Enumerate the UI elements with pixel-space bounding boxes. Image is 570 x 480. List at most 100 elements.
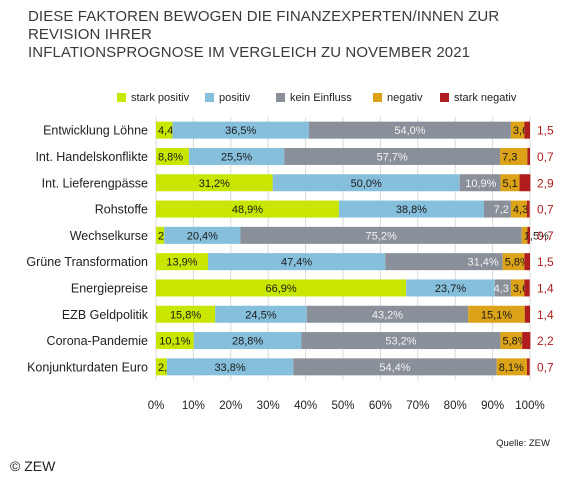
category-label: Energiepreise	[71, 281, 148, 295]
bar-segment	[527, 226, 530, 244]
legend-label: stark negativ	[454, 92, 517, 104]
legend-label: positiv	[219, 92, 251, 104]
data-label: 48,9%	[232, 204, 263, 216]
data-label: 8,1%	[499, 362, 524, 374]
data-label-outside: 0,7	[537, 150, 554, 164]
data-label: 47,4%	[281, 257, 312, 269]
data-label: 5,8%	[505, 257, 530, 269]
data-label: 15,1%	[481, 309, 512, 321]
x-tick-label: 90%	[481, 400, 504, 412]
data-label-outside: 0,7	[537, 203, 554, 217]
data-label-outside: 1,4	[537, 281, 554, 295]
bar-segment	[172, 121, 309, 139]
bar-segment	[459, 174, 501, 192]
data-label: 54,0%	[394, 125, 425, 137]
bar-segment	[483, 200, 511, 218]
bar-segment	[301, 332, 501, 350]
bar-segment	[156, 358, 167, 376]
data-label: 4,3	[494, 283, 509, 295]
bar-segment	[156, 279, 407, 297]
bar-segment	[510, 121, 525, 139]
bar-segment	[385, 253, 503, 271]
bar-segment	[500, 174, 520, 192]
bar-segment	[527, 147, 530, 165]
legend-swatch	[117, 93, 126, 102]
legend-label: kein Einfluss	[290, 92, 352, 104]
data-label: 50,0%	[351, 178, 382, 190]
bar-segment	[188, 147, 285, 165]
data-label: 5,8%	[502, 336, 527, 348]
data-label: 54,4%	[379, 362, 410, 374]
data-label-outside: 2,9	[537, 176, 554, 190]
data-label: 43,2%	[372, 309, 403, 321]
chart-title: DIESE FAKTOREN BEWOGEN DIE FINANZEXPERTE…	[28, 8, 558, 62]
data-label: 25,5%	[221, 151, 252, 163]
x-tick-label: 60%	[369, 400, 392, 412]
bar-segment	[284, 147, 501, 165]
data-label: 24,5%	[245, 309, 276, 321]
bar-segment	[502, 253, 525, 271]
bar-segment	[494, 279, 511, 297]
bar-segment	[524, 279, 530, 297]
data-label-outside: 0,7	[537, 360, 554, 374]
bar-segment	[166, 358, 294, 376]
x-tick-label: 80%	[444, 400, 467, 412]
data-label: 10,1%	[159, 336, 190, 348]
bar-segment	[272, 174, 460, 192]
bar-segment	[338, 200, 484, 218]
chart-title-line-2: INFLATIONSPROGNOSE IM VERGLEICH ZU NOVEM…	[28, 44, 471, 61]
bar-segment	[468, 305, 525, 323]
data-label: 7,2	[494, 204, 509, 216]
bar-segment	[156, 147, 189, 165]
bar-segment	[521, 226, 528, 244]
bar-segment	[156, 226, 165, 244]
data-label-outside: 1,4	[537, 308, 554, 322]
bar-segment	[156, 174, 273, 192]
data-label: 13,9%	[166, 257, 197, 269]
x-tick-label: 70%	[406, 400, 429, 412]
category-label: Wechselkurse	[70, 229, 148, 243]
bar-segment	[156, 305, 216, 323]
x-tick-label: 10%	[182, 400, 205, 412]
bar-segment	[207, 253, 386, 271]
bar-segment	[306, 305, 469, 323]
bar-segment	[500, 332, 523, 350]
bar-segment	[510, 200, 528, 218]
data-label: 28,8%	[232, 336, 263, 348]
data-label-outside: 0,7	[537, 229, 554, 243]
bar-segment	[510, 279, 525, 297]
bar-segment	[500, 147, 528, 165]
data-label: 31,2%	[199, 178, 230, 190]
category-label: Rohstoffe	[95, 203, 148, 217]
category-label: Corona-Pandemie	[47, 334, 148, 348]
x-tick-label: 100%	[515, 400, 544, 412]
legend-swatch	[205, 93, 214, 102]
bar-segment	[519, 174, 531, 192]
data-label: 31,4%	[467, 257, 498, 269]
bar-segment	[527, 200, 530, 218]
x-tick-label: 40%	[294, 400, 317, 412]
bar-segment	[527, 358, 530, 376]
data-label: 4,3	[513, 204, 528, 216]
data-label: 7,3	[502, 151, 517, 163]
bar-segment	[215, 305, 307, 323]
bar-segment	[156, 332, 194, 350]
data-label: 57,7%	[377, 151, 408, 163]
legend-swatch	[440, 93, 449, 102]
bar-segment	[156, 121, 173, 139]
data-label-outside: 1,5	[537, 255, 554, 269]
bar-segment	[193, 332, 302, 350]
bar-segment	[164, 226, 241, 244]
data-label-outside: 2,2	[537, 334, 554, 348]
bar-segment	[240, 226, 522, 244]
bar-segment	[156, 253, 208, 271]
data-label: 20,4%	[187, 230, 218, 242]
bar-segment	[524, 121, 530, 139]
x-tick-label: 50%	[331, 400, 354, 412]
bar-segment	[293, 358, 497, 376]
data-label: 36,5%	[225, 125, 256, 137]
data-label: 5,1	[502, 178, 517, 190]
data-label: 53,2%	[385, 336, 416, 348]
category-label: Int. Handelskonflikte	[35, 150, 148, 164]
